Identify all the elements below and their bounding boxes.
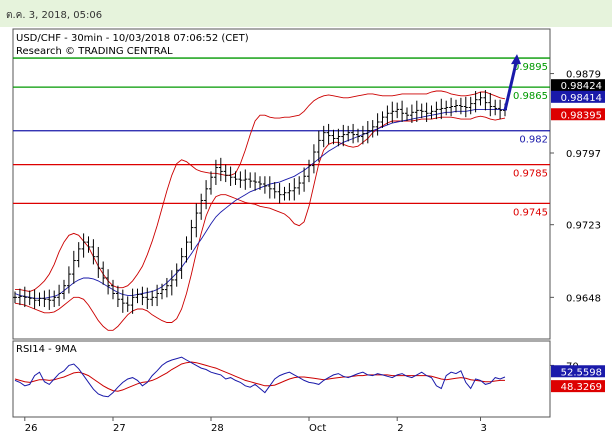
y-tick-label: 0.9879 [566, 70, 601, 81]
rsi-line [14, 356, 506, 398]
lower-band-line [14, 115, 506, 331]
price-tag-label: 0.98424 [561, 81, 602, 92]
x-tick-label: Oct [309, 423, 326, 434]
y-tick-label: 0.9648 [566, 293, 601, 304]
rsi-title: RSI14 - 9MA [16, 344, 77, 355]
price-tag-label: 0.98395 [561, 110, 602, 121]
rsi-tag-bg [551, 365, 605, 378]
x-tick-label: 28 [211, 423, 224, 434]
level-label: 0.9785 [513, 169, 548, 180]
x-tick-label: 26 [25, 423, 38, 434]
chart-area: 0.9879 0.9797 0.9723 0.9648 0.9895 0.9865 0.98… [0, 27, 612, 447]
rsi-panel [12, 340, 551, 418]
rsi-tag-label: 52.5598 [561, 367, 602, 378]
chart-source: Research © TRADING CENTRAL [16, 46, 173, 57]
price-panel [12, 28, 551, 340]
level-label: 0.9745 [513, 207, 548, 218]
x-tick-label: 2 [397, 423, 403, 434]
price-tag-label: 0.98414 [561, 93, 602, 104]
level-label: 0.982 [519, 135, 548, 146]
price-tag-bg [551, 90, 605, 103]
window-datetime: ต.ค. 3, 2018, 05:06 [6, 10, 103, 21]
level-label: 0.9865 [513, 91, 548, 102]
rsi-ma-line [14, 361, 505, 392]
x-tick-label: 3 [481, 423, 487, 434]
upper-band-line [15, 90, 506, 292]
price-tag-bg [551, 79, 605, 92]
y-tick-label: 0.9723 [566, 221, 601, 232]
projection-arrow-head [511, 54, 521, 65]
rsi-tag-label: 48.3269 [561, 382, 602, 393]
x-tick-label: 27 [113, 423, 126, 434]
top-bar: ต.ค. 3, 2018, 05:06 [0, 0, 612, 27]
rsi-tag-bg [551, 380, 605, 393]
y-tick-label: 0.9797 [566, 149, 601, 160]
chart-title: USD/CHF - 30min - 10/03/2018 07:06:52 (C… [16, 33, 249, 44]
price-tag-bg [551, 108, 605, 121]
projection-arrow-line [503, 62, 518, 111]
level-label: 0.9895 [513, 62, 548, 73]
